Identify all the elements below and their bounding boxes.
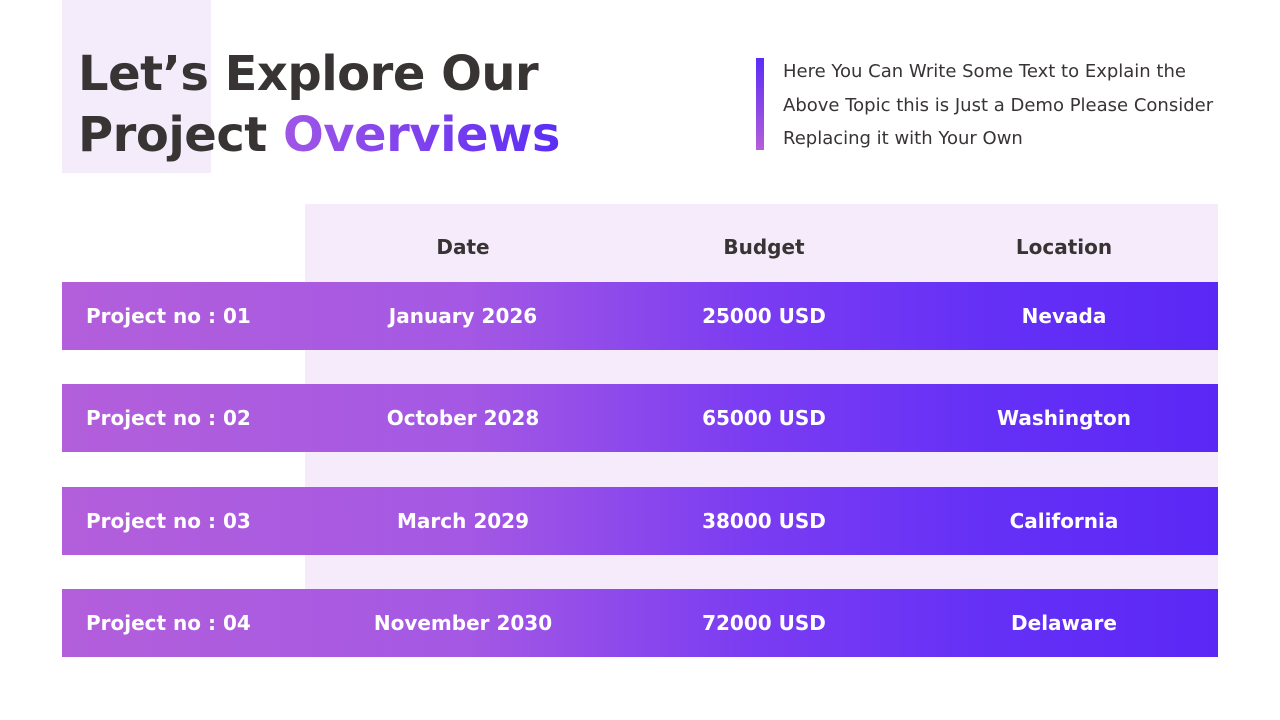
row-label: Project no : 03: [86, 509, 251, 533]
description-accent-bar: [756, 58, 764, 150]
cell-location: Nevada: [1021, 304, 1107, 328]
table-row: Project no : 03 March 2029 38000 USD Cal…: [62, 487, 1218, 555]
cell-date: November 2030: [373, 611, 553, 635]
table-row: Project no : 01 January 2026 25000 USD N…: [62, 282, 1218, 350]
title-line-2-plain: Project: [78, 107, 283, 163]
title-line-2-accent: Overviews: [282, 107, 561, 163]
cell-budget: 25000 USD: [702, 304, 826, 328]
table-row: Project no : 04 November 2030 72000 USD …: [62, 589, 1218, 657]
title-background-block: [62, 0, 211, 173]
cell-budget: 38000 USD: [702, 509, 826, 533]
column-header-budget: Budget: [723, 235, 805, 259]
cell-date: October 2028: [386, 406, 540, 430]
cell-location: California: [1009, 509, 1119, 533]
column-header-date: Date: [436, 235, 490, 259]
cell-date: March 2029: [397, 509, 529, 533]
cell-location: Washington: [997, 406, 1131, 430]
table-row: Project no : 02 October 2028 65000 USD W…: [62, 384, 1218, 452]
cell-location: Delaware: [1011, 611, 1117, 635]
cell-budget: 65000 USD: [702, 406, 826, 430]
cell-budget: 72000 USD: [702, 611, 826, 635]
row-label: Project no : 02: [86, 406, 251, 430]
column-header-location: Location: [1015, 235, 1113, 259]
description-text: Here You Can Write Some Text to Explain …: [783, 61, 1214, 149]
row-label: Project no : 01: [86, 304, 251, 328]
cell-date: January 2026: [388, 304, 538, 328]
title-line-1: Let’s Explore Our: [78, 46, 539, 102]
row-label: Project no : 04: [86, 611, 251, 635]
page-title: Let’s Explore Our Project Overviews: [78, 44, 560, 166]
